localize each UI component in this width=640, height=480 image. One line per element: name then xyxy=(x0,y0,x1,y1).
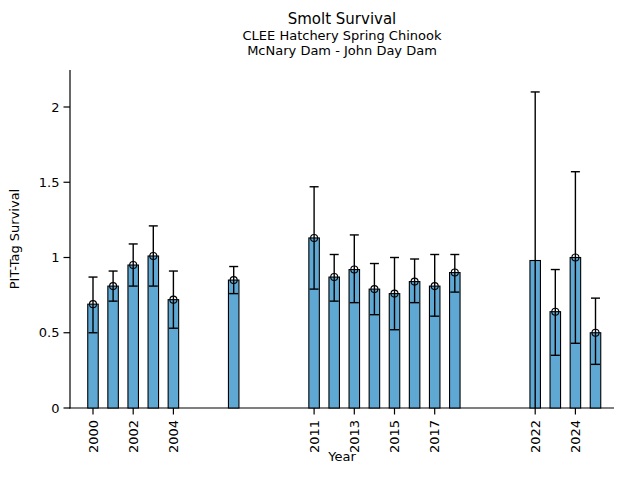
x-tick-label: 2024 xyxy=(568,420,583,453)
y-tick-label: 0.5 xyxy=(39,325,60,340)
y-axis-label: PIT-Tag Survival xyxy=(7,189,22,289)
x-tick-label: 2022 xyxy=(528,420,543,453)
figure: Smolt Survival CLEE Hatchery Spring Chin… xyxy=(0,0,640,480)
x-tick-label: 2002 xyxy=(126,420,141,453)
y-tick-label: 0 xyxy=(51,401,59,416)
x-tick-label: 2004 xyxy=(166,420,181,453)
x-tick-label: 2015 xyxy=(387,420,402,453)
bar-2001 xyxy=(108,286,119,408)
x-tick-label: 2011 xyxy=(307,420,322,453)
x-tick-label: 2017 xyxy=(427,420,442,453)
x-axis-label: Year xyxy=(328,449,356,464)
bar-chart-plot-area: 00.511.522000200220042011201320152017202… xyxy=(0,0,640,480)
y-tick-label: 1.5 xyxy=(39,175,60,190)
x-tick-label: 2000 xyxy=(86,420,101,453)
y-tick-label: 2 xyxy=(51,100,59,115)
bar-2007 xyxy=(228,280,239,408)
y-tick-label: 1 xyxy=(51,250,59,265)
bar-2018 xyxy=(450,273,461,408)
